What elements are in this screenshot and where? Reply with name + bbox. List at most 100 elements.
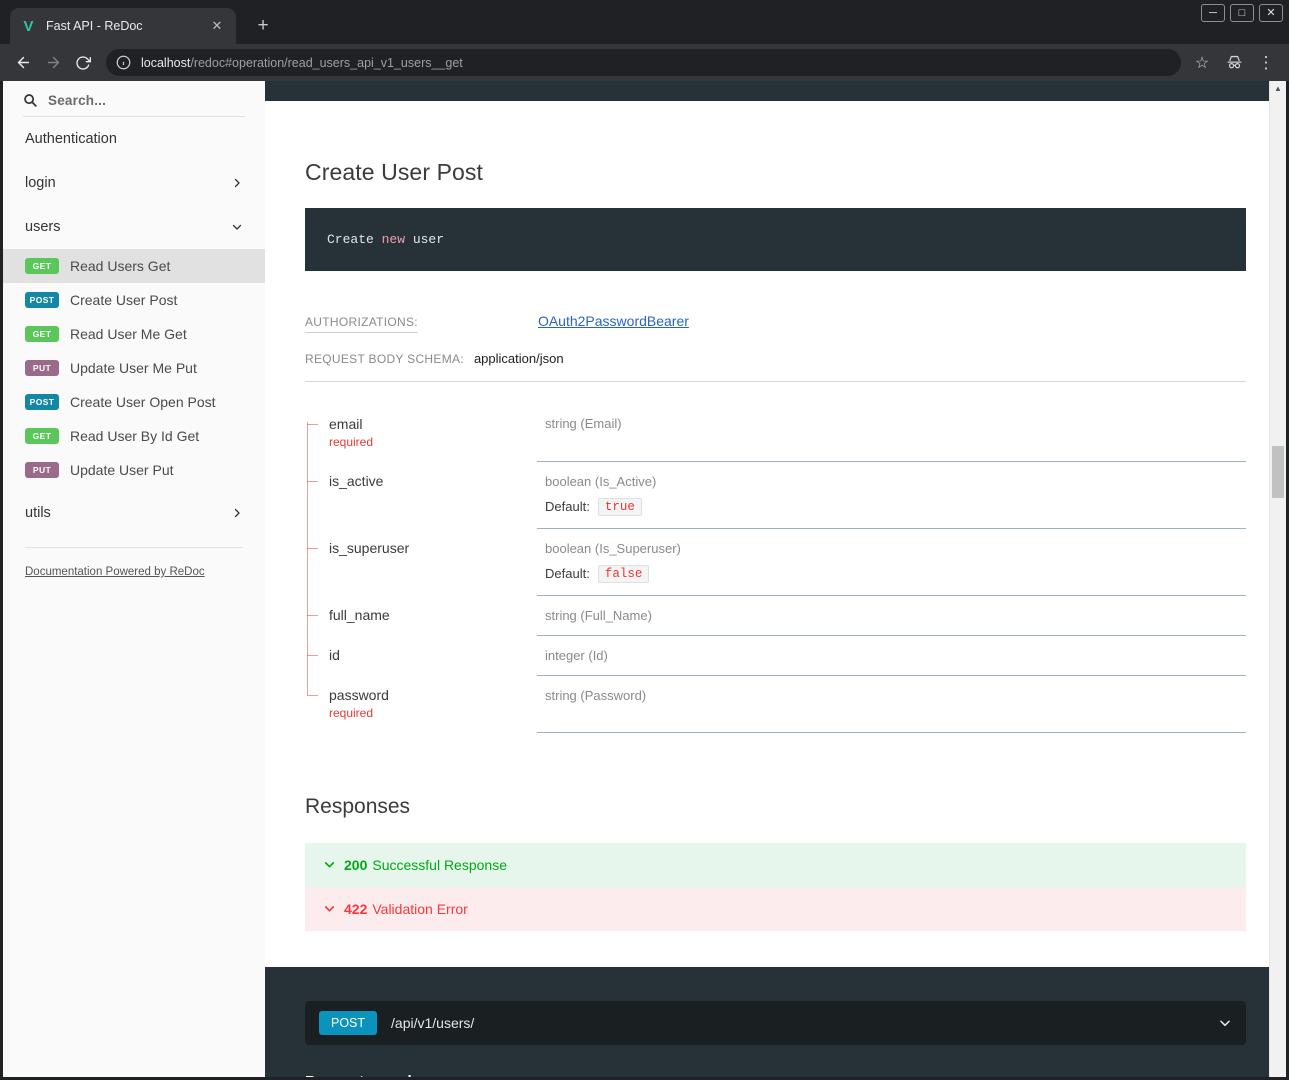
page-title: Create User Post	[305, 159, 483, 185]
field-type: boolean (Is_Superuser)	[545, 540, 681, 556]
tab-strip: V Fast API - ReDoc ✕ + ─ □ ✕	[0, 0, 1289, 44]
tree-tick	[307, 695, 318, 696]
default-label: Default:	[545, 566, 590, 581]
response-row-422[interactable]: 422 Validation Error	[305, 886, 1246, 931]
address-bar[interactable]: localhost/redoc#operation/read_users_api…	[106, 49, 1181, 76]
schema-field-name-cell: full_name	[305, 595, 537, 635]
method-badge: GET	[25, 428, 59, 444]
field-required: required	[329, 706, 374, 720]
page-viewport: Search... Authentication login users GET…	[0, 81, 1289, 1080]
description-prefix: Create	[327, 232, 382, 247]
url-text: localhost/redoc#operation/read_users_api…	[141, 56, 463, 70]
previous-section-dark-strip	[265, 81, 1286, 101]
bookmark-star-icon[interactable]: ☆	[1194, 54, 1210, 72]
new-tab-button[interactable]: +	[257, 15, 269, 36]
response-text: Successful Response	[372, 856, 507, 873]
schema-field-row: is_superuser boolean (Is_Superuser) Defa…	[305, 528, 1246, 596]
authorizations-link[interactable]: OAuth2PasswordBearer	[537, 313, 689, 329]
tree-line	[307, 675, 308, 695]
default-value: true	[597, 497, 642, 516]
close-window-button[interactable]: ✕	[1259, 4, 1283, 22]
schema-field-row: is_active boolean (Is_Active) Default: tr…	[305, 461, 1246, 529]
chevron-down-icon[interactable]	[1218, 1016, 1232, 1030]
schema-table: email required string (Email) is_active	[305, 404, 1246, 733]
sidebar-item-authentication[interactable]: Authentication	[3, 117, 265, 161]
authorizations-label: AUTHORIZATIONS:	[305, 315, 418, 333]
incognito-icon[interactable]	[1219, 48, 1249, 78]
sidebar-item-users[interactable]: users	[3, 205, 265, 249]
sidebar-item-read-user-by-id-get[interactable]: GET Read User By Id Get	[3, 419, 265, 453]
sidebar-item-utils[interactable]: utils	[3, 487, 265, 535]
field-name: is_active	[329, 473, 384, 489]
schema-field-name-cell: password required	[305, 675, 537, 732]
url-path: /redoc#operation/read_users_api_v1_users…	[190, 55, 463, 70]
sidebar-item-read-users-get[interactable]: GET Read Users Get	[3, 249, 265, 283]
endpoint-bar[interactable]: POST /api/v1/users/	[305, 1000, 1246, 1045]
maximize-button[interactable]: □	[1230, 4, 1254, 22]
sidebar-footer: Documentation Powered by ReDoc	[25, 547, 243, 580]
sidebar-item-label: Create User Post	[70, 292, 178, 308]
sidebar-item-read-user-me-get[interactable]: GET Read User Me Get	[3, 317, 265, 351]
redoc-content: Create User Post Create new user AUTHORI…	[265, 81, 1286, 1077]
tab-title: Fast API - ReDoc	[46, 19, 143, 33]
authorizations-row: AUTHORIZATIONS: OAuth2PasswordBearer	[305, 313, 1246, 333]
field-type: integer (Id)	[545, 647, 608, 663]
request-samples-panel: POST /api/v1/users/ Request samples Payl…	[265, 966, 1286, 1078]
sidebar-item-create-user-open-post[interactable]: POST Create User Open Post	[3, 385, 265, 419]
method-badge: POST	[25, 292, 59, 308]
back-arrow-icon[interactable]	[8, 48, 38, 78]
request-samples-title: Request samples	[305, 1073, 1246, 1078]
tree-tick	[307, 655, 318, 656]
search-input[interactable]: Search...	[23, 93, 245, 117]
schema-field-name-cell: email required	[305, 404, 537, 461]
schema-divider	[305, 381, 1246, 382]
close-icon[interactable]: ✕	[211, 18, 223, 33]
sidebar-item-login[interactable]: login	[3, 161, 265, 205]
endpoint-path: /api/v1/users/	[391, 1014, 475, 1031]
response-row-200[interactable]: 200 Successful Response	[305, 842, 1246, 887]
field-type: string (Email)	[545, 416, 622, 431]
sidebar-item-label: Read Users Get	[70, 258, 171, 274]
window-controls: ─ □ ✕	[1201, 4, 1283, 22]
tree-tick	[307, 481, 318, 482]
scrollbar-thumb[interactable]	[1272, 446, 1284, 498]
field-required: required	[329, 435, 374, 449]
field-type: string (Password)	[545, 687, 647, 703]
browser-toolbar: localhost/redoc#operation/read_users_api…	[0, 44, 1289, 81]
url-host: localhost	[141, 55, 191, 70]
menu-icon[interactable]: ⋮	[1257, 52, 1275, 72]
tree-line	[307, 528, 308, 595]
field-name: full_name	[329, 607, 390, 623]
endpoint-method-badge: POST	[319, 1010, 378, 1035]
schema-field-type-cell: string (Password)	[537, 675, 1246, 733]
favicon-icon: V	[23, 17, 34, 35]
method-badge: PUT	[25, 462, 59, 478]
sidebar-item-update-user-put[interactable]: PUT Update User Put	[3, 453, 265, 487]
sidebar-item-create-user-post[interactable]: POST Create User Post	[3, 283, 265, 317]
schema-field-type-cell: string (Full_Name)	[537, 595, 1246, 636]
sidebar-item-update-user-me-put[interactable]: PUT Update User Me Put	[3, 351, 265, 385]
browser-tab[interactable]: V Fast API - ReDoc ✕	[10, 8, 236, 44]
forward-arrow-icon[interactable]	[38, 48, 68, 78]
request-body-schema-row: REQUEST BODY SCHEMA: application/json	[305, 351, 1246, 369]
scroll-up-arrow-icon[interactable]: ▲	[1274, 83, 1282, 93]
request-body-schema-value: application/json	[473, 351, 564, 366]
schema-field-type-cell: string (Email)	[537, 404, 1246, 462]
sidebar-item-label: Read User Me Get	[70, 326, 187, 342]
reload-icon[interactable]	[68, 48, 98, 78]
field-name: password	[329, 687, 389, 703]
minimize-button[interactable]: ─	[1201, 4, 1225, 22]
site-info-icon[interactable]	[116, 55, 132, 71]
default-value: false	[597, 564, 650, 583]
sidebar-group-label: utils	[25, 505, 51, 521]
schema-field-type-cell: integer (Id)	[537, 635, 1246, 676]
chevron-down-icon	[323, 858, 336, 871]
redoc-powered-link[interactable]: Documentation Powered by ReDoc	[25, 566, 205, 578]
field-name: id	[329, 647, 340, 663]
responses-title: Responses	[305, 794, 411, 818]
field-type: string (Full_Name)	[545, 607, 652, 623]
chevron-right-icon	[231, 177, 243, 189]
page-scrollbar[interactable]: ▲	[1269, 81, 1286, 1077]
schema-field-type-cell: boolean (Is_Superuser) Default: false	[537, 528, 1246, 596]
